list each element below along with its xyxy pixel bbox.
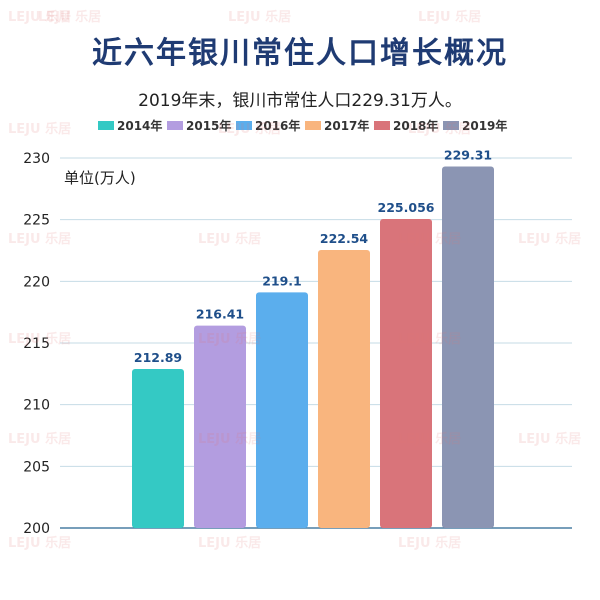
y-tick-label: 220 xyxy=(23,274,50,290)
y-tick-label: 215 xyxy=(23,336,50,352)
legend-swatch xyxy=(443,121,459,130)
bar-2014年 xyxy=(132,369,184,528)
chart-title: 近六年银川常住人口增长概况 xyxy=(92,36,508,71)
y-tick-label: 210 xyxy=(23,398,50,414)
y-tick-label: 200 xyxy=(23,521,50,537)
chart-subtitle: 2019年末，银川市常住人口229.31万人。 xyxy=(138,91,462,111)
y-tick-label: 205 xyxy=(23,459,50,475)
data-label: 216.41 xyxy=(196,307,244,322)
data-label: 222.54 xyxy=(320,231,369,246)
y-tick-label: 230 xyxy=(23,151,50,167)
legend-item: 2015年 xyxy=(167,118,231,133)
legend-label: 2016年 xyxy=(255,118,300,133)
bar-2018年 xyxy=(380,218,432,528)
legend-label: 2018年 xyxy=(393,118,438,133)
y-tick-label: 225 xyxy=(23,213,50,229)
legend-label: 2017年 xyxy=(324,118,369,133)
legend-swatch xyxy=(98,121,114,130)
legend-swatch xyxy=(305,121,321,130)
bar-2017年 xyxy=(318,250,370,529)
legend-swatch xyxy=(167,121,183,130)
bar-2016年 xyxy=(256,292,308,528)
legend-label: 2019年 xyxy=(462,118,507,133)
legend-item: 2016年 xyxy=(236,118,300,133)
legend-swatch xyxy=(236,121,252,130)
legend-item: 2019年 xyxy=(443,118,507,133)
y-axis-ticks: 200 205 210 215 220 225 230 xyxy=(23,151,50,537)
bar-2015年 xyxy=(194,325,246,528)
data-labels: 212.89 216.41 219.1 222.54 225.056 229.31 xyxy=(134,148,492,366)
legend-label: 2015年 xyxy=(186,118,231,133)
legend-item: 2018年 xyxy=(374,118,438,133)
legend-swatch xyxy=(374,121,390,130)
legend-item: 2017年 xyxy=(305,118,369,133)
data-label: 212.89 xyxy=(134,350,182,365)
bar-2019年 xyxy=(442,166,494,528)
y-axis-label: 单位(万人) xyxy=(64,169,136,187)
legend: 2014年 2015年 2016年 2017年 2018年 2019年 xyxy=(98,118,507,133)
bars xyxy=(132,166,494,529)
legend-item: 2014年 xyxy=(98,118,162,133)
data-label: 225.056 xyxy=(378,200,435,215)
legend-label: 2014年 xyxy=(117,118,162,133)
data-label: 219.1 xyxy=(262,273,302,288)
data-label: 229.31 xyxy=(444,148,492,163)
